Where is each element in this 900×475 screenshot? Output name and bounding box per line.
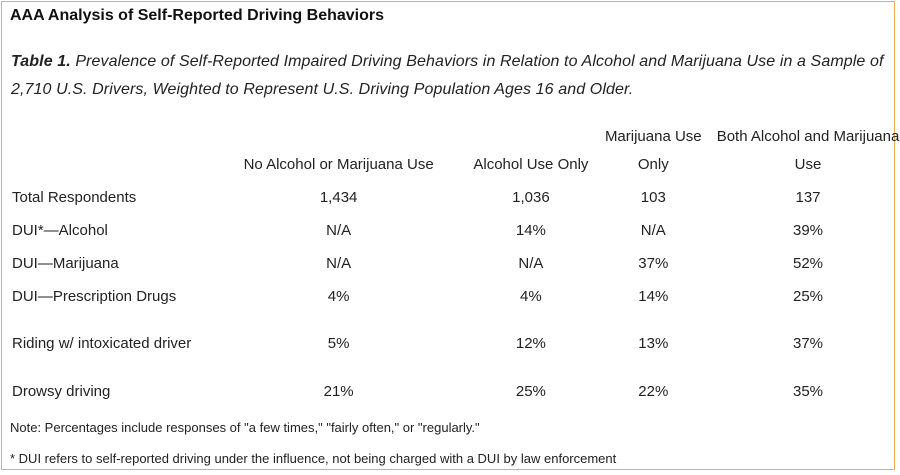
table-cell: 12% — [515, 335, 546, 352]
table-row: Drowsy driving 21% 25% 22% 35% — [12, 375, 900, 408]
table-row: DUI—Marijuana N/A N/A 37% 52% — [12, 247, 900, 280]
table-caption: Table 1. Prevalence of Self-Reported Imp… — [11, 48, 891, 104]
table-cell: N/A — [640, 221, 666, 239]
table-cell: 14% — [638, 287, 669, 305]
table-row: DUI*—Alcohol N/A 14% N/A 39% — [12, 214, 900, 247]
table-cell: 21% — [323, 382, 354, 400]
table-cell: 1,036 — [512, 188, 550, 206]
table-row: Total Respondents 1,434 1,036 103 137 — [12, 181, 900, 214]
table-row: DUI—Prescription Drugs 4% 4% 14% 25% — [12, 280, 900, 313]
table-cell: 4% — [520, 287, 542, 305]
table-footnote: * DUI refers to self-reported driving un… — [10, 451, 617, 466]
row-label: DUI—Prescription Drugs — [12, 287, 177, 305]
table-cell: N/A — [326, 254, 352, 272]
row-label: DUI*—Alcohol — [12, 221, 108, 239]
table-cell: 22% — [638, 382, 669, 400]
table-header-row: No Alcohol or Marijuana Use Alcohol Use … — [12, 123, 900, 181]
table-cell: 52% — [793, 254, 824, 272]
caption-text: Prevalence of Self-Reported Impaired Dri… — [11, 53, 884, 98]
table-cell: N/A — [326, 221, 352, 239]
table-row: Riding w/ intoxicated driver 5% 12% 13% … — [12, 313, 900, 375]
row-label: Drowsy driving — [12, 382, 111, 400]
table-cell: 13% — [638, 335, 669, 352]
column-header — [12, 123, 206, 181]
row-label: DUI—Marijuana — [12, 254, 119, 272]
caption-label: Table 1. — [11, 53, 71, 70]
column-header: Both Alcohol and Marijuana Use — [716, 128, 900, 173]
table-cell: N/A — [518, 254, 544, 272]
table-cell: 37% — [638, 254, 669, 272]
data-table: No Alcohol or Marijuana Use Alcohol Use … — [12, 123, 900, 408]
table-cell: 5% — [327, 335, 350, 352]
table-cell: 39% — [793, 221, 824, 239]
page-heading: AAA Analysis of Self-Reported Driving Be… — [10, 7, 384, 24]
table-cell: 35% — [793, 382, 824, 400]
row-label: Total Respondents — [12, 188, 137, 206]
table-cell: 137 — [795, 188, 821, 206]
column-header: Marijuana Use Only — [604, 128, 702, 173]
row-label: Riding w/ intoxicated driver — [12, 335, 192, 352]
table-cell: 103 — [640, 188, 666, 206]
column-header: Alcohol Use Only — [473, 156, 589, 173]
table-note: Note: Percentages include responses of "… — [10, 420, 480, 435]
table-cell: 25% — [515, 382, 546, 400]
table-cell: 14% — [515, 221, 546, 239]
table-cell: 4% — [327, 287, 350, 305]
table-cell: 1,434 — [319, 188, 358, 206]
table-cell: 37% — [793, 335, 824, 352]
column-header: No Alcohol or Marijuana Use — [243, 156, 434, 173]
table-cell: 25% — [793, 287, 824, 305]
